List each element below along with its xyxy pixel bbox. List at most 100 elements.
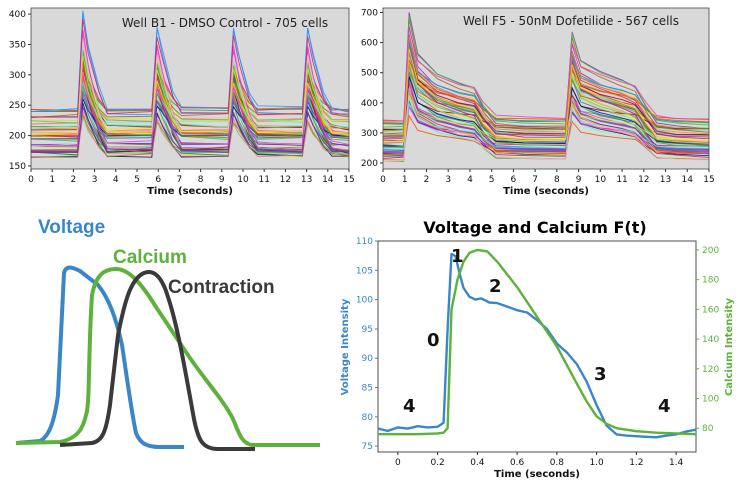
contraction-label: Contraction xyxy=(168,277,275,298)
chart-title: Well B1 - DMSO Control - 705 cells xyxy=(122,16,328,30)
cell-trace xyxy=(382,101,710,151)
y-tick-label-left: 110 xyxy=(356,237,373,247)
y-tick-label: 350 xyxy=(9,40,26,50)
cell-trace xyxy=(382,48,710,143)
x-tick-label: 14 xyxy=(682,175,694,185)
cell-trace xyxy=(382,59,710,122)
x-tick-label: 5 xyxy=(489,175,495,185)
x-tick-label: 0.8 xyxy=(550,458,565,468)
y-tick-label: 400 xyxy=(361,99,378,109)
y-tick-label-right: 80 xyxy=(702,424,714,434)
well-f5-chart: 0 1 2 3 4 5 6 7 8 9 10 11 12 13 14 15 200 300 400 500 600 700… xyxy=(356,0,740,200)
x-tick-label: 7 xyxy=(532,175,538,185)
waveform-schematic-svg: Voltage Calcium Contraction xyxy=(15,217,320,451)
cell-trace xyxy=(382,28,710,122)
y-tick-label-left: 105 xyxy=(356,266,373,276)
x-tick-label: 1 xyxy=(402,175,408,185)
waveform-schematic: Voltage Calcium Contraction xyxy=(0,205,335,486)
phase-label-1: 1 xyxy=(451,246,464,267)
cell-trace xyxy=(382,71,710,132)
voltage-curve xyxy=(15,265,184,449)
cell-trace xyxy=(382,48,710,137)
series-line-voltage xyxy=(377,252,697,439)
x-tick-label: 13 xyxy=(301,175,312,185)
y-tick-label-left: 85 xyxy=(362,384,373,394)
x-tick-label: 11 xyxy=(616,175,627,185)
series-line-calcium xyxy=(378,248,697,436)
cell-trace xyxy=(30,55,350,135)
calcium-label: Calcium xyxy=(113,247,187,268)
phase-label-4-right: 4 xyxy=(658,396,671,417)
y-tick-label-left: 95 xyxy=(362,325,373,335)
y-tick-label-left: 90 xyxy=(362,354,374,364)
voltage-label: Voltage xyxy=(38,217,105,238)
cell-trace xyxy=(382,51,710,156)
voltage-calcium-chart: Voltage and Calcium F(t) 0 0.2 0.4 0.6 0.8 1.… xyxy=(335,205,740,486)
phase-label-3: 3 xyxy=(594,364,607,385)
x-tick-label: 8 xyxy=(198,175,204,185)
y-tick-label: 600 xyxy=(361,39,378,49)
cell-trace xyxy=(30,12,350,113)
y-tick-label: 250 xyxy=(9,101,26,111)
x-tick-label: 9 xyxy=(576,175,582,185)
phase-label-4-left: 4 xyxy=(403,396,416,417)
plot-frame xyxy=(382,7,710,170)
cell-trace xyxy=(30,19,349,118)
x-tick-label: 14 xyxy=(322,175,334,185)
x-tick-label: 10 xyxy=(595,175,607,185)
chart-title: Voltage and Calcium F(t) xyxy=(423,218,646,237)
x-axis-label: Time (seconds) xyxy=(147,186,233,197)
x-tick-label: 8 xyxy=(554,175,560,185)
cell-trace xyxy=(30,31,350,136)
x-tick-label: 1.2 xyxy=(629,458,643,468)
plot-frame xyxy=(30,7,350,170)
cell-trace xyxy=(382,36,710,135)
y-tick-label: 150 xyxy=(9,162,26,172)
x-tick-label: 1 xyxy=(49,175,55,185)
contraction-curve xyxy=(59,270,255,451)
y-tick-label-right: 200 xyxy=(702,246,719,256)
y-tick-label-right: 140 xyxy=(702,335,719,345)
x-tick-label: 1.0 xyxy=(589,458,604,468)
cell-trace xyxy=(30,40,350,134)
x-tick-label: 2 xyxy=(424,175,430,185)
x-tick-label: 12 xyxy=(280,175,291,185)
y-tick-label-right: 180 xyxy=(702,276,719,286)
x-tick-label: 13 xyxy=(660,175,671,185)
cell-trace xyxy=(382,43,710,155)
x-tick-label: 3 xyxy=(445,175,451,185)
x-axis-label: Time (seconds) xyxy=(494,469,580,480)
x-tick-label: 0.4 xyxy=(470,458,485,468)
cell-trace xyxy=(30,94,350,140)
cell-trace xyxy=(30,95,350,147)
x-tick-label: 5 xyxy=(134,175,140,185)
chart-title: Well F5 - 50nM Dofetilide - 567 cells xyxy=(463,14,679,28)
voltage-calcium-chart-svg: Voltage and Calcium F(t) 0 0.2 0.4 0.6 0.8 1.… xyxy=(340,218,735,480)
x-tick-label: 15 xyxy=(703,175,714,185)
y-tick-label: 200 xyxy=(361,159,378,169)
phase-label-2: 2 xyxy=(489,276,502,297)
cell-trace xyxy=(382,50,710,130)
cell-trace xyxy=(382,87,710,162)
y-tick-label: 200 xyxy=(9,132,26,142)
calcium-curve xyxy=(15,266,320,447)
y-tick-label: 700 xyxy=(361,9,378,19)
y-axis-label-left: Voltage Intensity xyxy=(340,298,351,395)
y-tick-label-left: 80 xyxy=(362,413,374,423)
plot-frame xyxy=(377,240,697,453)
x-tick-label: 2 xyxy=(71,175,77,185)
y-tick-label-right: 120 xyxy=(702,365,719,375)
cell-trace xyxy=(30,82,350,129)
y-tick-label: 300 xyxy=(361,129,378,139)
y-tick-label-left: 75 xyxy=(362,442,373,452)
x-tick-label: 10 xyxy=(237,175,249,185)
cell-trace xyxy=(30,111,350,159)
y-tick-label: 500 xyxy=(361,69,378,79)
cell-trace xyxy=(30,90,349,136)
x-tick-label: 0 xyxy=(380,175,386,185)
x-tick-label: 15 xyxy=(343,175,354,185)
x-tick-label: 7 xyxy=(177,175,183,185)
x-tick-label: 0.2 xyxy=(430,458,444,468)
cell-trace xyxy=(382,93,710,143)
x-tick-label: 12 xyxy=(638,175,649,185)
